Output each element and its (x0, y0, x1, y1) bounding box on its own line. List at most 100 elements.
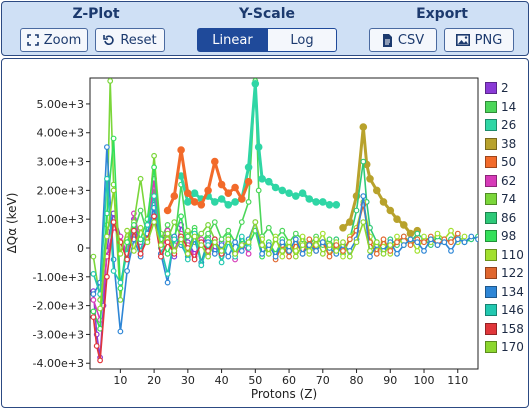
data-point[interactable] (103, 175, 110, 182)
data-point[interactable] (90, 271, 97, 277)
data-point[interactable] (468, 233, 475, 240)
data-point[interactable] (394, 239, 400, 246)
data-point[interactable] (90, 314, 97, 321)
data-point[interactable] (299, 242, 306, 249)
data-point[interactable] (151, 219, 158, 226)
data-point[interactable] (400, 242, 407, 249)
data-point[interactable] (441, 239, 448, 246)
data-point[interactable] (90, 297, 97, 303)
data-point[interactable] (461, 233, 468, 240)
data-point[interactable] (90, 308, 97, 315)
data-point[interactable] (326, 242, 333, 249)
data-point[interactable] (292, 253, 299, 260)
data-point[interactable] (448, 227, 454, 234)
data-point[interactable] (184, 189, 192, 198)
legend-item-122[interactable]: 122 (485, 265, 524, 281)
data-point[interactable] (400, 233, 407, 240)
data-point[interactable] (184, 227, 191, 234)
data-point[interactable] (190, 189, 199, 198)
data-point[interactable] (110, 135, 117, 142)
legend-item-158[interactable]: 158 (485, 321, 524, 337)
data-point[interactable] (238, 219, 245, 226)
data-point[interactable] (345, 218, 354, 226)
data-point[interactable] (218, 236, 225, 243)
data-point[interactable] (117, 250, 124, 257)
data-point[interactable] (387, 247, 394, 254)
data-point[interactable] (353, 207, 360, 214)
data-point[interactable] (191, 233, 198, 240)
data-point[interactable] (177, 146, 185, 154)
data-point[interactable] (448, 247, 454, 254)
data-point[interactable] (225, 227, 232, 234)
data-point[interactable] (211, 198, 219, 206)
data-point[interactable] (360, 219, 367, 226)
data-point[interactable] (272, 253, 279, 260)
data-point[interactable] (292, 230, 299, 237)
data-point[interactable] (434, 230, 441, 237)
data-point[interactable] (448, 239, 454, 246)
data-point[interactable] (97, 325, 103, 332)
data-point[interactable] (340, 239, 346, 246)
data-point[interactable] (238, 242, 245, 249)
data-point[interactable] (218, 242, 225, 249)
data-point[interactable] (97, 357, 103, 364)
data-point[interactable] (259, 250, 266, 257)
data-point[interactable] (245, 239, 252, 246)
data-point[interactable] (254, 143, 263, 151)
data-point[interactable] (124, 227, 130, 234)
data-point[interactable] (93, 343, 100, 349)
data-point[interactable] (151, 213, 158, 220)
data-point[interactable] (245, 198, 252, 205)
legend-item-146[interactable]: 146 (485, 302, 524, 318)
data-point[interactable] (367, 247, 373, 254)
data-point[interactable] (107, 78, 114, 84)
data-point[interactable] (151, 193, 158, 200)
data-point[interactable] (144, 221, 151, 228)
data-point[interactable] (224, 189, 233, 198)
data-point[interactable] (124, 268, 130, 274)
data-point[interactable] (313, 247, 320, 254)
data-point[interactable] (360, 158, 367, 165)
data-point[interactable] (319, 230, 326, 237)
data-point[interactable] (421, 239, 427, 246)
data-point[interactable] (137, 236, 144, 243)
data-point[interactable] (232, 250, 239, 257)
data-point[interactable] (164, 271, 171, 277)
data-point[interactable] (286, 247, 293, 254)
data-point[interactable] (264, 177, 273, 186)
data-point[interactable] (279, 239, 286, 246)
data-point[interactable] (339, 224, 347, 232)
data-point[interactable] (306, 247, 313, 254)
data-point[interactable] (319, 239, 326, 246)
data-point[interactable] (394, 250, 400, 257)
data-point[interactable] (475, 236, 481, 243)
data-point[interactable] (373, 250, 380, 257)
data-point[interactable] (285, 189, 293, 198)
data-point[interactable] (265, 224, 272, 231)
data-point[interactable] (332, 201, 341, 209)
data-point[interactable] (259, 242, 266, 249)
data-point[interactable] (218, 247, 225, 254)
data-point[interactable] (238, 247, 245, 254)
data-point[interactable] (366, 175, 374, 183)
legend-item-38[interactable]: 38 (485, 136, 516, 152)
data-point[interactable] (198, 230, 205, 237)
data-point[interactable] (178, 236, 185, 243)
data-point[interactable] (211, 157, 219, 166)
data-point[interactable] (279, 253, 286, 260)
data-point[interactable] (244, 177, 253, 186)
series-170[interactable] (97, 187, 394, 312)
legend-item-2[interactable]: 2 (485, 80, 509, 96)
data-point[interactable] (137, 224, 144, 231)
data-point[interactable] (110, 268, 117, 274)
data-point[interactable] (326, 253, 333, 260)
data-point[interactable] (103, 273, 110, 280)
data-point[interactable] (205, 230, 212, 237)
data-point[interactable] (224, 201, 233, 209)
series-38[interactable] (339, 123, 422, 238)
data-point[interactable] (258, 175, 266, 183)
data-point[interactable] (205, 253, 212, 260)
data-point[interactable] (225, 253, 232, 260)
data-point[interactable] (184, 256, 191, 263)
series-134[interactable] (90, 144, 481, 335)
